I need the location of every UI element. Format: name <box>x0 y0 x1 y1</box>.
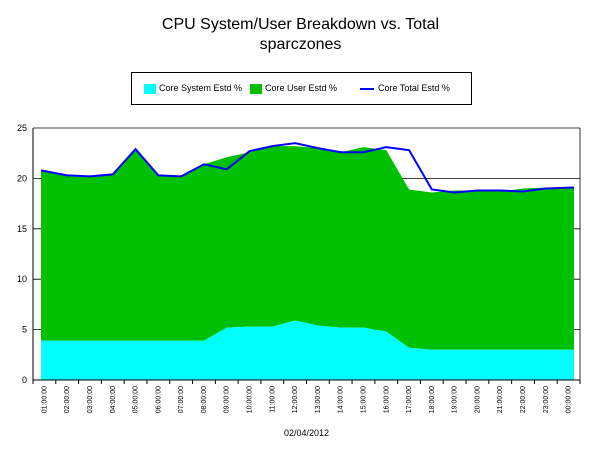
x-tick-label-13: 14:00:00 <box>338 386 345 413</box>
x-tick-label-18: 19:00:00 <box>452 386 459 413</box>
line-core-total <box>40 142 575 194</box>
chart-legend: Core System Estd % Core User Estd % Core… <box>131 72 472 105</box>
x-tick-label-1: 02:00:00 <box>64 386 71 413</box>
x-tick-label-15: 16:00:00 <box>383 386 390 413</box>
x-tick-label-16: 17:00:00 <box>406 386 413 413</box>
y-tick-label-2: 10 <box>17 274 27 284</box>
legend-swatch-system <box>144 84 156 94</box>
chart-subtitle: sparczones <box>259 36 342 53</box>
x-tick-label-22: 23:00:00 <box>543 386 550 413</box>
area-core-user <box>41 146 574 350</box>
y-tick-label-1: 5 <box>22 325 27 335</box>
x-tick-label-0: 01:00:00 <box>41 386 48 413</box>
x-axis-label: 02/04/2012 <box>284 428 329 438</box>
x-tick-label-19: 20:00:00 <box>474 386 481 413</box>
x-tick-label-20: 21:00:00 <box>497 386 504 413</box>
x-tick-label-14: 15:00:00 <box>360 386 367 413</box>
x-tick-label-10: 11:00:00 <box>269 386 276 413</box>
y-tick-label-0: 0 <box>22 375 27 385</box>
x-tick-label-12: 13:00:00 <box>315 386 322 413</box>
chart-title: CPU System/User Breakdown vs. Total <box>161 16 440 33</box>
x-tick-label-2: 03:00:00 <box>87 386 94 413</box>
legend-label-system: Core System Estd % <box>159 83 243 93</box>
x-tick-label-7: 08:00:00 <box>201 386 208 413</box>
x-tick-label-11: 12:00:00 <box>292 386 299 413</box>
legend-label-total: Core Total Estd % <box>378 83 450 93</box>
legend-swatch-user <box>250 84 262 94</box>
area-core-system <box>41 320 574 380</box>
x-tick-label-4: 05:00:00 <box>133 386 140 413</box>
legend-label-user: Core User Estd % <box>265 83 338 93</box>
x-tick-label-17: 18:00:00 <box>429 386 436 413</box>
x-tick-label-5: 06:00:00 <box>155 386 162 413</box>
y-tick-label-4: 20 <box>17 173 27 183</box>
x-tick-label-6: 07:00:00 <box>178 386 185 413</box>
x-tick-label-9: 10:00:00 <box>247 386 254 413</box>
x-tick-label-23: 00:00:00 <box>566 386 573 413</box>
y-tick-label-5: 25 <box>17 123 27 133</box>
x-tick-label-8: 09:00:00 <box>224 386 231 413</box>
x-tick-label-3: 04:00:00 <box>110 386 117 413</box>
legend-swatch-total <box>360 88 374 90</box>
y-tick-label-3: 15 <box>17 224 27 234</box>
x-tick-label-21: 22:00:00 <box>520 386 527 413</box>
